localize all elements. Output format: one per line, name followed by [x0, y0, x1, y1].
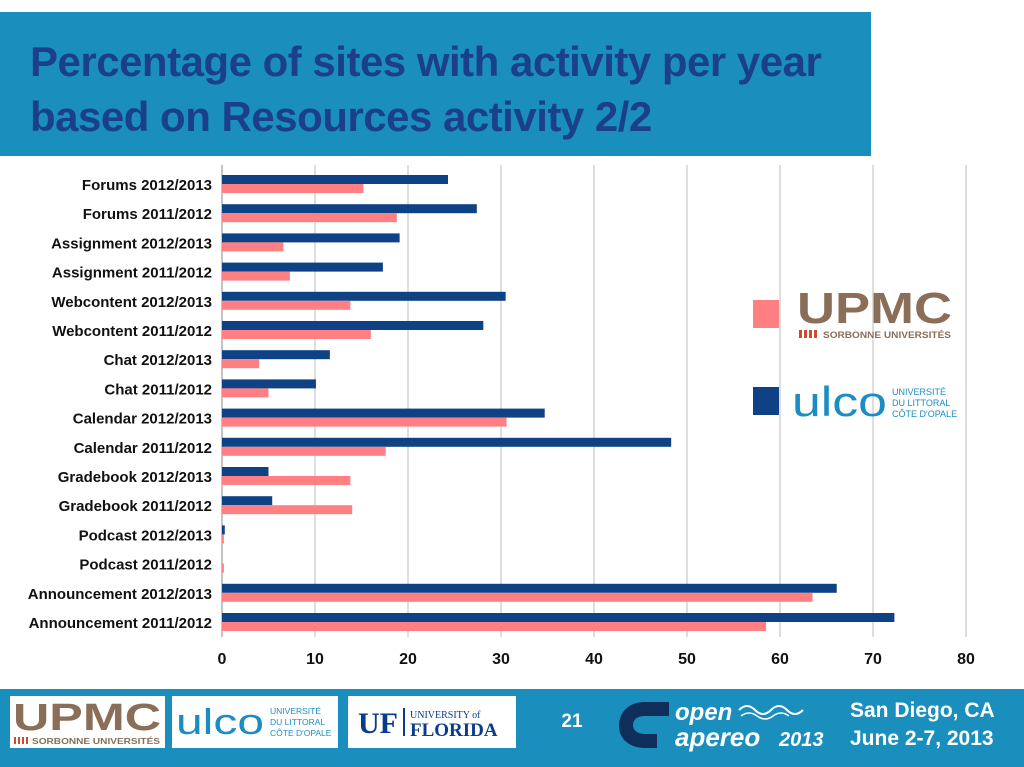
bar-upmc — [222, 184, 364, 193]
bar-ulco — [222, 437, 672, 447]
footer-upmc-text: UPMC — [13, 697, 161, 739]
footer-ulco-line1: UNIVERSITÉ — [270, 706, 321, 716]
footer-uf-card: UF UNIVERSITY of FLORIDA — [348, 696, 516, 748]
page-number: 21 — [561, 711, 583, 732]
category-label: Forums 2012/2013 — [82, 177, 212, 194]
footer-uf-line1: UNIVERSITY of — [410, 710, 481, 721]
x-tick-label: 40 — [585, 651, 603, 668]
upmc-logo-subtitle: SORBONNE UNIVERSITÉS — [823, 330, 951, 340]
bar-ulco — [222, 613, 895, 622]
footer-uf-mark: UF — [358, 707, 398, 740]
bar-ulco — [222, 379, 316, 389]
ulco-logo-line2: DU LITTORAL — [892, 398, 950, 408]
category-label: Webcontent 2012/2013 — [51, 294, 212, 311]
category-label: Calendar 2011/2012 — [74, 440, 212, 457]
x-tick-label: 70 — [864, 651, 882, 668]
bar-upmc — [222, 563, 224, 573]
footer-ulco-text: ulco — [176, 701, 264, 742]
category-label: Announcement 2012/2013 — [28, 586, 212, 603]
bar-chart: Forums 2012/2013 Forums 2011/2012 Assignme… — [28, 165, 975, 668]
bar-ulco — [222, 467, 269, 476]
x-tick-label: 60 — [771, 651, 789, 668]
bar-ulco — [222, 291, 506, 301]
bar-ulco — [222, 204, 477, 214]
bar-upmc — [222, 476, 351, 485]
bar-ulco — [222, 496, 273, 506]
x-tick-label: 80 — [957, 651, 975, 668]
bar-upmc — [222, 213, 397, 223]
bar-ulco — [222, 583, 837, 593]
bar-upmc — [222, 417, 507, 427]
ulco-logo-line3: CÔTE D'OPALE — [892, 409, 957, 419]
event-location: San Diego, CA — [850, 699, 995, 722]
x-tick-label: 30 — [492, 651, 510, 668]
bar-ulco — [222, 525, 225, 535]
bar-upmc — [222, 505, 353, 515]
category-label: Gradebook 2011/2012 — [59, 498, 212, 515]
bar-upmc — [222, 592, 813, 602]
slide-title: Percentage of sites with activity per ye… — [30, 38, 822, 140]
upmc-logo: UPMC SORBONNE UNIVERSITÉS — [797, 284, 952, 340]
apereo-year: 2013 — [778, 729, 824, 751]
category-label: Chat 2011/2012 — [104, 381, 212, 398]
bar-ulco — [222, 350, 330, 360]
category-label: Podcast 2012/2013 — [79, 527, 212, 544]
bar-upmc — [222, 359, 260, 369]
footer-ulco-card: ulco UNIVERSITÉ DU LITTORAL CÔTE D'OPALE — [172, 696, 338, 748]
category-label: Podcast 2011/2012 — [79, 557, 212, 574]
category-label: Chat 2012/2013 — [104, 352, 212, 369]
category-label: Gradebook 2012/2013 — [58, 469, 212, 486]
event-dates: June 2-7, 2013 — [850, 727, 994, 750]
bar-upmc — [222, 242, 284, 252]
category-label: Forums 2011/2012 — [83, 206, 212, 223]
upmc-logo-text: UPMC — [797, 284, 952, 333]
legend-swatch-ulco — [753, 387, 779, 415]
apereo-name: apereo — [675, 722, 760, 752]
footer-ulco-line3: CÔTE D'OPALE — [270, 728, 332, 738]
category-label: Assignment 2011/2012 — [52, 265, 212, 282]
footer-upmc-card: UPMC SORBONNE UNIVERSITÉS — [10, 696, 165, 748]
x-tick-label: 0 — [218, 651, 227, 668]
bar-upmc — [222, 534, 224, 544]
apereo-open: open — [675, 699, 732, 726]
footer-ulco-line2: DU LITTORAL — [270, 717, 325, 727]
bar-ulco — [222, 321, 484, 330]
bar-upmc — [222, 300, 351, 310]
bar-upmc — [222, 271, 290, 281]
bar-ulco — [222, 408, 545, 418]
bar-upmc — [222, 330, 371, 339]
bar-upmc — [222, 622, 767, 631]
bar-ulco — [222, 262, 383, 272]
apereo-logo: open apereo 2013 — [619, 699, 824, 752]
category-label: Announcement 2011/2012 — [29, 615, 212, 632]
category-label: Webcontent 2011/2012 — [52, 323, 212, 340]
footer-upmc-subtitle: SORBONNE UNIVERSITÉS — [32, 737, 161, 746]
x-tick-label: 20 — [399, 651, 417, 668]
event-info: San Diego, CA June 2-7, 2013 — [850, 697, 995, 753]
ulco-logo-text: ulco — [792, 378, 887, 425]
category-label: Assignment 2012/2013 — [51, 235, 212, 252]
x-tick-label: 10 — [306, 651, 324, 668]
bar-ulco — [222, 233, 400, 243]
x-tick-label: 50 — [678, 651, 696, 668]
legend-swatch-upmc — [753, 300, 779, 328]
category-label: Calendar 2012/2013 — [73, 411, 212, 428]
ulco-logo: ulco UNIVERSITÉ DU LITTORAL CÔTE D'OPALE — [792, 378, 957, 425]
title-banner: Percentage of sites with activity per ye… — [0, 12, 871, 156]
bar-upmc — [222, 388, 269, 398]
footer-uf-line2: FLORIDA — [410, 720, 498, 741]
bar-upmc — [222, 446, 386, 456]
ulco-logo-line1: UNIVERSITÉ — [892, 387, 946, 397]
bar-ulco — [222, 175, 448, 184]
